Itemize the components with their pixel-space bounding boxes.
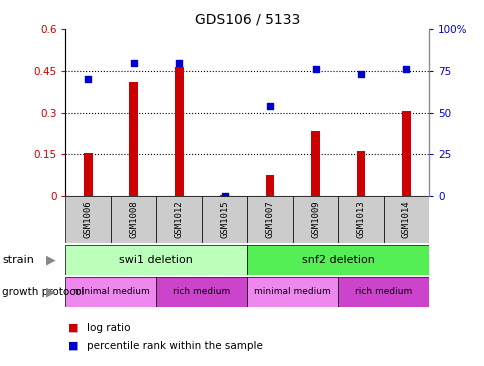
Text: strain: strain xyxy=(2,255,34,265)
Text: minimal medium: minimal medium xyxy=(73,287,149,296)
Bar xyxy=(383,196,428,243)
Text: ▶: ▶ xyxy=(46,253,56,266)
Point xyxy=(84,76,92,82)
Text: GSM1014: GSM1014 xyxy=(401,201,410,238)
Text: snf2 deletion: snf2 deletion xyxy=(301,255,374,265)
Point xyxy=(356,71,364,77)
Text: log ratio: log ratio xyxy=(87,322,131,333)
Bar xyxy=(65,196,111,243)
Point xyxy=(220,193,228,199)
Text: rich medium: rich medium xyxy=(173,287,230,296)
Text: ■: ■ xyxy=(68,341,78,351)
Bar xyxy=(247,245,428,274)
Bar xyxy=(201,196,247,243)
Bar xyxy=(292,196,338,243)
Text: swi1 deletion: swi1 deletion xyxy=(119,255,193,265)
Point xyxy=(130,60,137,66)
Bar xyxy=(401,111,410,196)
Bar xyxy=(338,196,383,243)
Bar xyxy=(156,196,201,243)
Text: GSM1009: GSM1009 xyxy=(310,201,319,238)
Bar xyxy=(65,277,156,307)
Text: GSM1007: GSM1007 xyxy=(265,201,274,238)
Text: GSM1012: GSM1012 xyxy=(174,201,183,238)
Text: growth protocol: growth protocol xyxy=(2,287,85,297)
Text: minimal medium: minimal medium xyxy=(254,287,331,296)
Text: rich medium: rich medium xyxy=(354,287,411,296)
Bar xyxy=(356,152,364,196)
Bar xyxy=(174,67,183,196)
Text: ■: ■ xyxy=(68,322,78,333)
Bar xyxy=(338,277,428,307)
Text: percentile rank within the sample: percentile rank within the sample xyxy=(87,341,263,351)
Bar xyxy=(247,196,292,243)
Text: GSM1013: GSM1013 xyxy=(356,201,365,238)
Text: GSM1008: GSM1008 xyxy=(129,201,138,238)
Point xyxy=(402,66,409,72)
Bar xyxy=(84,153,92,196)
Text: GSM1006: GSM1006 xyxy=(84,201,92,238)
Title: GDS106 / 5133: GDS106 / 5133 xyxy=(194,13,300,27)
Bar xyxy=(156,277,247,307)
Bar xyxy=(111,196,156,243)
Bar xyxy=(311,131,319,196)
Bar xyxy=(65,245,247,274)
Bar xyxy=(220,195,228,196)
Text: ▶: ▶ xyxy=(46,285,56,298)
Point xyxy=(266,103,273,109)
Text: GSM1015: GSM1015 xyxy=(220,201,228,238)
Bar xyxy=(247,277,338,307)
Bar xyxy=(265,175,274,196)
Point xyxy=(311,66,319,72)
Point xyxy=(175,60,182,66)
Bar xyxy=(129,82,138,196)
